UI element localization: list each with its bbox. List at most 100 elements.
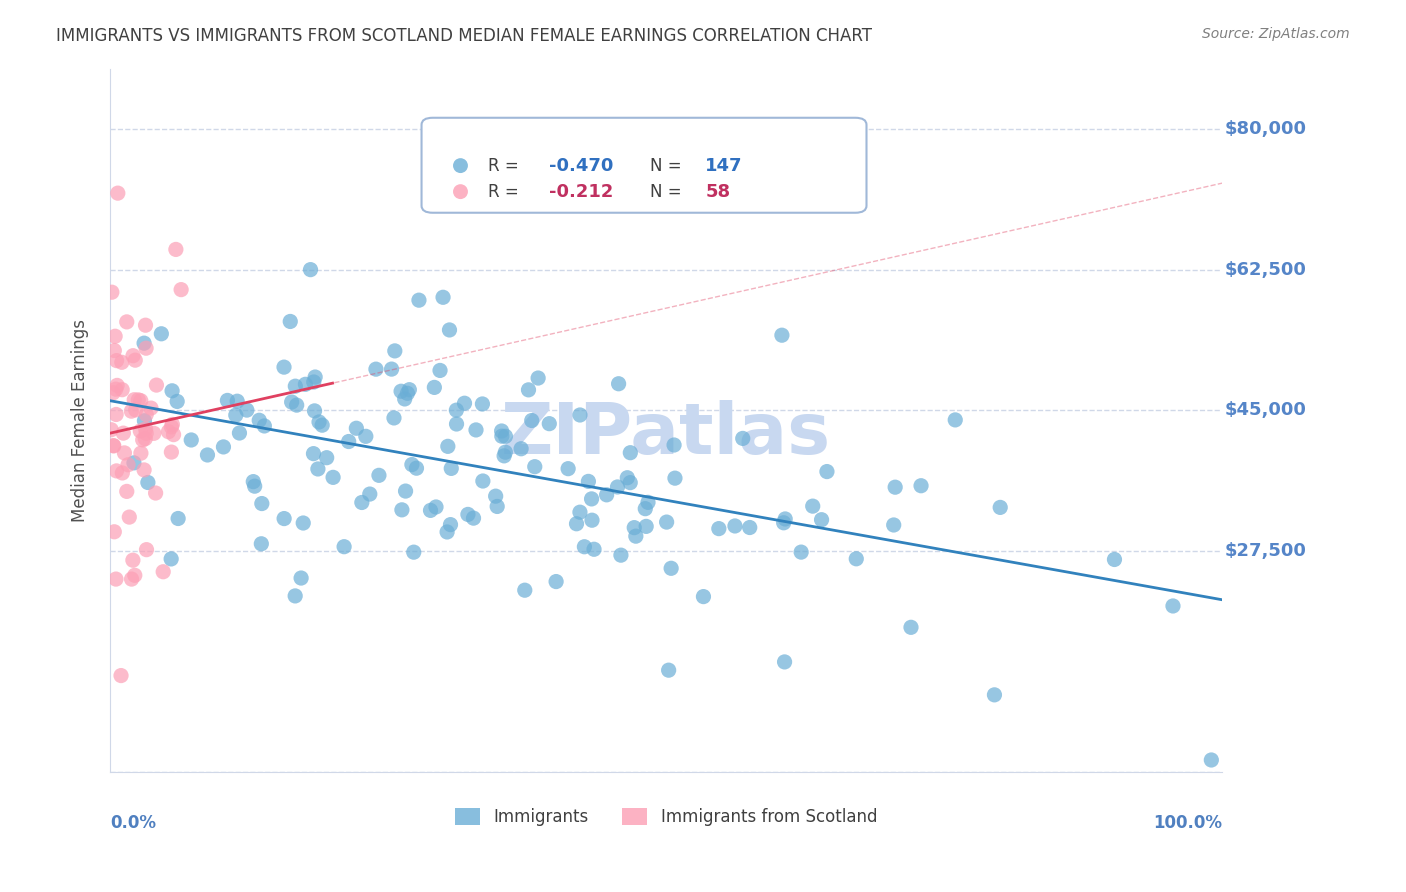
- Immigrants: [471, 397, 494, 411]
- Immigrants from Scotland: [162, 427, 184, 442]
- Immigrants from Scotland: [112, 426, 135, 441]
- Text: $80,000: $80,000: [1225, 120, 1306, 138]
- Immigrants: [134, 414, 156, 428]
- Point: [450, 765, 472, 780]
- Immigrants from Scotland: [124, 353, 146, 368]
- Immigrants: [527, 371, 550, 385]
- Immigrants from Scotland: [160, 420, 183, 434]
- Immigrants: [302, 375, 325, 389]
- Immigrants: [724, 519, 747, 533]
- Text: R =: R =: [488, 183, 519, 201]
- Immigrants: [662, 438, 685, 452]
- Immigrants: [491, 424, 513, 438]
- Immigrants: [491, 429, 513, 443]
- Immigrants from Scotland: [157, 425, 180, 439]
- Immigrants from Scotland: [162, 417, 184, 432]
- Immigrants: [595, 488, 617, 502]
- Immigrants: [136, 475, 159, 490]
- Immigrants from Scotland: [100, 423, 122, 437]
- Immigrants: [391, 503, 413, 517]
- Immigrants: [423, 380, 446, 394]
- Immigrants from Scotland: [127, 392, 149, 407]
- Immigrants: [401, 458, 423, 472]
- Immigrants from Scotland: [135, 341, 157, 355]
- Immigrants: [437, 439, 460, 453]
- Immigrants from Scotland: [103, 343, 125, 358]
- Immigrants from Scotland: [104, 382, 127, 396]
- Immigrants: [308, 415, 330, 429]
- Immigrants: [166, 394, 188, 409]
- Point: [450, 765, 472, 780]
- Immigrants: [801, 499, 824, 513]
- Immigrants: [160, 384, 183, 398]
- Immigrants: [381, 362, 404, 376]
- Immigrants from Scotland: [121, 572, 143, 586]
- Text: 100.0%: 100.0%: [1153, 814, 1222, 832]
- Immigrants: [576, 475, 599, 489]
- Immigrants: [197, 448, 219, 462]
- Immigrants: [440, 461, 463, 475]
- Immigrants from Scotland: [101, 385, 124, 400]
- Immigrants: [292, 516, 315, 530]
- Immigrants: [273, 511, 295, 525]
- Immigrants: [884, 480, 907, 494]
- Immigrants: [419, 503, 441, 517]
- Immigrants: [250, 537, 273, 551]
- Immigrants: [217, 393, 239, 408]
- Immigrants: [510, 442, 533, 456]
- Text: 147: 147: [706, 157, 742, 175]
- Immigrants from Scotland: [124, 402, 146, 417]
- Immigrants: [773, 655, 796, 669]
- Immigrants: [581, 513, 603, 527]
- Immigrants from Scotland: [145, 378, 167, 392]
- Immigrants: [439, 323, 461, 337]
- Immigrants from Scotland: [139, 401, 162, 416]
- Immigrants: [439, 517, 461, 532]
- Immigrants: [513, 583, 536, 598]
- Immigrants: [389, 384, 412, 399]
- Immigrants from Scotland: [105, 408, 128, 422]
- Immigrants: [606, 480, 628, 494]
- Immigrants from Scotland: [112, 446, 135, 460]
- Immigrants: [557, 461, 579, 475]
- Immigrants: [236, 403, 259, 417]
- Immigrants: [432, 290, 454, 304]
- Text: $27,500: $27,500: [1225, 542, 1306, 560]
- Immigrants: [132, 336, 155, 351]
- Immigrants: [538, 417, 561, 431]
- Immigrants: [574, 540, 596, 554]
- Immigrants: [664, 471, 686, 485]
- Immigrants from Scotland: [145, 486, 167, 500]
- Immigrants: [790, 545, 813, 559]
- Immigrants: [770, 328, 793, 343]
- Immigrants: [294, 377, 316, 392]
- Immigrants: [384, 343, 406, 358]
- Immigrants: [637, 495, 659, 509]
- Immigrants from Scotland: [111, 355, 134, 369]
- Immigrants from Scotland: [104, 572, 127, 586]
- Immigrants from Scotland: [105, 353, 128, 368]
- Immigrants: [405, 461, 427, 475]
- Immigrants: [655, 515, 678, 529]
- Immigrants from Scotland: [129, 424, 152, 438]
- Immigrants: [943, 413, 966, 427]
- Immigrants: [242, 475, 264, 489]
- Immigrants from Scotland: [105, 378, 128, 392]
- Immigrants from Scotland: [134, 432, 156, 446]
- Immigrants: [285, 398, 308, 412]
- Immigrants: [494, 429, 516, 443]
- Immigrants: [307, 462, 329, 476]
- Immigrants: [394, 484, 416, 499]
- Immigrants from Scotland: [105, 464, 128, 478]
- Text: -0.212: -0.212: [550, 183, 614, 201]
- Immigrants: [471, 474, 494, 488]
- Immigrants: [226, 394, 249, 409]
- Immigrants: [623, 521, 645, 535]
- Immigrants: [568, 505, 591, 519]
- Text: 0.0%: 0.0%: [110, 814, 156, 832]
- Immigrants: [368, 468, 391, 483]
- Text: N =: N =: [650, 183, 681, 201]
- Immigrants from Scotland: [135, 426, 157, 441]
- Immigrants: [453, 396, 475, 410]
- Immigrants: [180, 433, 202, 447]
